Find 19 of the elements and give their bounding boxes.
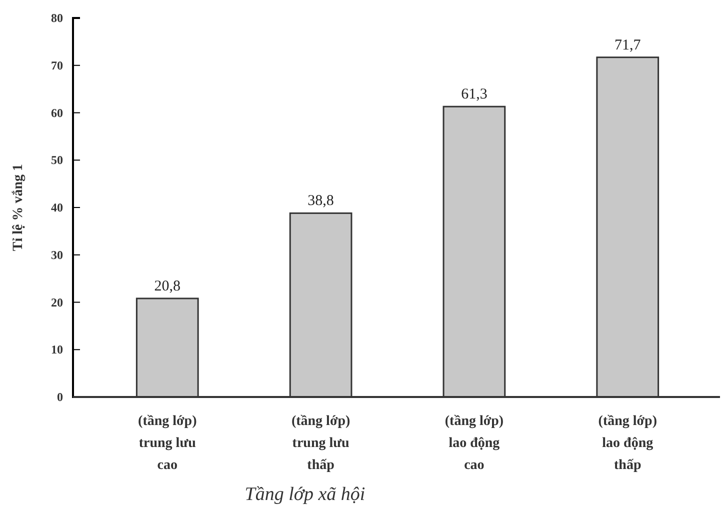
y-axis-title: Tỉ lệ % vắng 1 (11, 164, 26, 252)
y-tick-label: 40 (51, 200, 63, 214)
data-label: 38,8 (308, 193, 334, 210)
x-tick-label: (tầng lớp) lao động cao (444, 414, 504, 473)
x-tick-label: (tầng lớp) trung lưu thấp (291, 414, 350, 473)
y-tick-label: 80 (51, 11, 63, 25)
x-axis-title: Tầng lớp xã hội (244, 484, 366, 505)
x-tick-label: (tầng lớp) lao động thấp (598, 414, 658, 473)
y-tick-label: 30 (51, 248, 63, 262)
y-tick-label: 0 (57, 390, 63, 404)
y-tick-label: 70 (51, 58, 63, 72)
y-tick-label: 50 (51, 153, 63, 168)
y-tick-label: 20 (51, 295, 63, 310)
x-tick-label: (tầng lớp) trung lưu cao (138, 414, 198, 473)
data-label: 71,7 (614, 37, 642, 54)
data-label: 20,8 (154, 278, 181, 294)
y-tick-label: 60 (51, 106, 63, 120)
data-label: 61,3 (461, 86, 488, 103)
y-tick-label: 10 (51, 342, 63, 357)
